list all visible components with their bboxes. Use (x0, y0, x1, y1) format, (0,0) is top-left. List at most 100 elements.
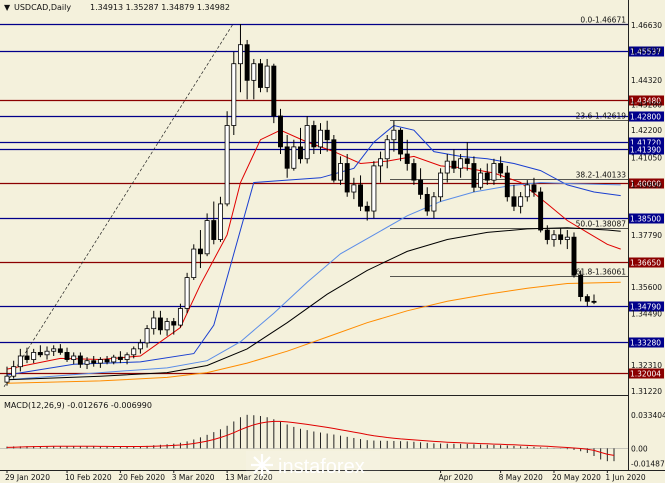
candle-bear (278, 115, 283, 148)
macd-panel: MACD(12,26,9) -0.012676 -0.006990 0.0334… (0, 401, 665, 468)
watermark: instaforex (246, 451, 380, 481)
time-tick-label: 1 Jun 2020 (605, 473, 646, 482)
candle-bull (518, 196, 524, 207)
level-price-box (629, 95, 664, 106)
macd-axis-ticks: 0.033404 0.00 -0.01487 (631, 411, 665, 469)
candle-bull (184, 277, 190, 309)
candle-bear (331, 139, 337, 181)
time-tick-label: 20 May 2020 (552, 473, 601, 482)
candle-bull (564, 236, 570, 240)
candle-bear (91, 360, 97, 364)
candle-bear (398, 129, 404, 155)
time-tick-label: 10 Feb 2020 (65, 473, 112, 482)
candle-bull (378, 158, 384, 167)
time-tick-label: Apr 2020 (439, 473, 474, 482)
price-tick-label: 1.35600 (631, 283, 662, 292)
candle-bull (524, 184, 530, 198)
candle-bear (117, 356, 123, 360)
candle-bull (458, 158, 464, 169)
macd-tick-label: -0.01487 (631, 459, 665, 468)
candle-bear (558, 234, 564, 240)
candle-bull (177, 308, 183, 326)
level-price-box (629, 137, 664, 148)
candle-bear (358, 184, 364, 207)
candle-bull (351, 184, 357, 193)
candle-bull (97, 359, 103, 364)
level-price-label: 1.36650 (630, 259, 661, 268)
level-price-box (629, 337, 664, 348)
candle-bull (124, 354, 130, 360)
candle-bull (11, 366, 17, 377)
candle-bear (311, 125, 317, 148)
indicator-ma-lightblue (6, 181, 621, 381)
price-axis-ticks: 1.46630 1.45550 1.44320 1.43280 1.42200 1.410… (631, 21, 662, 396)
candle-bull (444, 160, 450, 174)
level-price-box (629, 301, 664, 312)
chart-header: ▼ USDCAD,Daily 1.34913 1.35287 1.34879 1… (4, 3, 230, 12)
fib-trendline (3, 23, 234, 388)
candle-bear (531, 184, 537, 193)
candle-bear (411, 163, 417, 181)
level-price-box (629, 368, 664, 379)
price-tick-label: 1.37790 (631, 231, 662, 240)
candle-bear (57, 348, 63, 353)
fibonacci-levels: 0.0-1.46671 23.6-1.42619 38.2-1.40133 50.0-… (3, 16, 628, 388)
candle-bear (157, 317, 163, 331)
level-price-box (629, 111, 664, 122)
fib-label: 38.2-1.40133 (576, 171, 627, 180)
candle-bear (538, 191, 544, 231)
candle-bear (244, 44, 250, 81)
fib-label: 23.6-1.42619 (576, 112, 627, 121)
level-price-label: 1.41390 (630, 146, 661, 155)
price-tick-label: 1.46630 (631, 21, 662, 30)
fib-label: 50.0-1.38087 (576, 220, 627, 229)
level-price-label: 1.38500 (630, 215, 661, 224)
candle-bull (137, 342, 143, 350)
price-tick-label: 1.41050 (631, 154, 662, 163)
candle-bull (164, 321, 170, 331)
candle-bull (84, 360, 90, 365)
candle-bear (451, 160, 457, 169)
candle-bear (591, 300, 597, 303)
candle-bull (371, 165, 377, 212)
candle-bear (418, 179, 424, 195)
fib-label: 61.8-1.36061 (576, 268, 627, 277)
candle-bear (284, 146, 290, 169)
candle-bull (478, 172, 484, 188)
candle-bear (578, 274, 584, 297)
candle-bear (498, 163, 504, 174)
macd-label: MACD(12,26,9) -0.012676 -0.006990 (4, 401, 152, 410)
symbol-arrow-icon[interactable]: ▼ (4, 3, 11, 12)
candle-bull (237, 44, 243, 65)
indicator-ma-blue (6, 124, 621, 376)
price-tick-label: 1.44320 (631, 76, 662, 85)
candle-bull (384, 139, 390, 160)
candle-bear (298, 146, 303, 160)
level-price-box (629, 213, 664, 224)
candle-bear (104, 359, 110, 363)
candle-bull (4, 375, 10, 383)
candle-bear (504, 172, 510, 198)
candle-bear (197, 248, 203, 255)
level-price-label: 1.45537 (630, 48, 661, 57)
candle-bull (391, 129, 397, 141)
candle-bull (191, 248, 197, 278)
candle-bull (264, 65, 270, 88)
level-price-label: 1.43480 (630, 97, 661, 106)
price-tick-label: 1.39890 (631, 181, 662, 190)
candle-bear (64, 352, 70, 360)
macd-signal-line (6, 420, 615, 456)
candle-bull (44, 350, 50, 356)
time-tick-label: 29 Jan 2020 (5, 473, 50, 482)
candle-bull (204, 220, 210, 255)
price-tick-label: 1.42200 (631, 126, 662, 135)
candle-bear (364, 205, 370, 212)
candle-bull (224, 125, 230, 205)
candle-bear (584, 296, 590, 302)
candle-bull (251, 63, 257, 81)
candle-bear (424, 194, 430, 212)
price-tick-label: 1.31220 (631, 387, 662, 396)
level-price-label: 1.40000 (630, 180, 661, 189)
